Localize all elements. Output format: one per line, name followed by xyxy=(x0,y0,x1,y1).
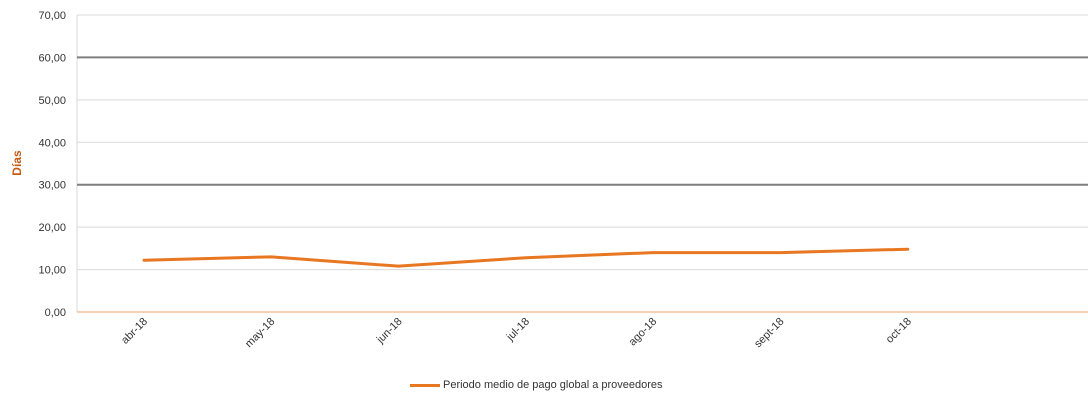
x-tick-label: abr-18 xyxy=(119,316,150,347)
y-tick-label: 0,00 xyxy=(45,307,66,319)
y-tick-label: 50,00 xyxy=(38,95,66,107)
y-tick-label: 20,00 xyxy=(38,222,66,234)
reference-lines xyxy=(77,56,1088,186)
x-tick-label: oct-18 xyxy=(884,316,914,346)
y-axis-label: Días xyxy=(10,150,24,176)
y-tick-label: 40,00 xyxy=(38,137,66,149)
x-tick-label: sept-18 xyxy=(752,316,786,350)
y-tick-label: 10,00 xyxy=(38,265,66,277)
legend-label: Periodo medio de pago global a proveedor… xyxy=(443,379,663,391)
x-axis-ticks: abr-18 may-18 jun-18 jul-18 ago-18 sept-18 oct… xyxy=(119,316,914,350)
legend: Periodo medio de pago global a proveedor… xyxy=(410,379,663,391)
gridlines xyxy=(76,14,1088,313)
x-tick-label: jun-18 xyxy=(374,316,405,347)
series-line xyxy=(142,247,910,268)
y-tick-label: 60,00 xyxy=(38,52,66,64)
x-tick-label: ago-18 xyxy=(627,316,660,349)
series-group xyxy=(142,247,910,268)
x-tick-label: may-18 xyxy=(243,316,277,350)
legend-swatch xyxy=(410,383,440,387)
y-axis-ticks: 0,00 10,00 20,00 30,00 40,00 50,00 60,00 70,00 xyxy=(38,10,66,319)
x-tick-label: jul-18 xyxy=(504,316,532,344)
y-tick-label: 70,00 xyxy=(38,10,66,22)
y-tick-label: 30,00 xyxy=(38,180,66,192)
